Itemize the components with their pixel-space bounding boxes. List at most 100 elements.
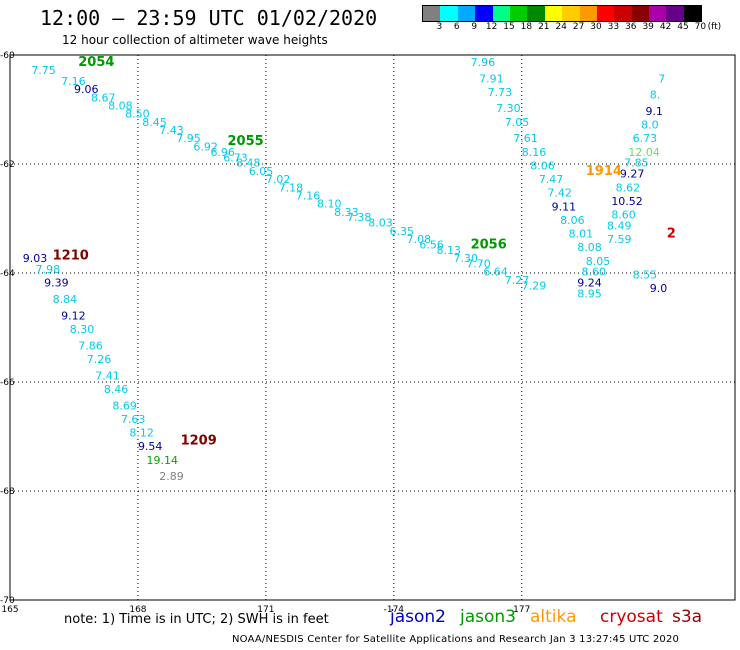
- lat-tick-label: -66: [0, 378, 15, 388]
- lon-tick-label: -174: [384, 605, 405, 615]
- note-text: note: 1) Time is in UTC; 2) SWH is in fe…: [64, 612, 329, 627]
- wave-height-value: 8.06: [560, 214, 585, 227]
- colorbar-label: 36: [625, 22, 637, 32]
- wave-height-value: 2.89: [159, 470, 184, 483]
- lat-tick-label: -62: [0, 160, 15, 170]
- colorbar-cell: [596, 6, 615, 21]
- wave-height-value: 7.75: [31, 64, 56, 77]
- wave-height-value: 7.41: [95, 369, 120, 382]
- colorbar-cell: [509, 6, 528, 21]
- wave-height-value: 7.85: [624, 157, 649, 170]
- wave-height-value: 7.91: [479, 72, 504, 85]
- wave-height-value: 8.08: [577, 241, 602, 254]
- wave-height-value: 7.18: [279, 181, 304, 194]
- colorbar-cell: [440, 6, 458, 21]
- legend-altika: altika: [530, 607, 577, 627]
- wave-height-value: 6.05: [249, 165, 274, 178]
- wave-height-value: 9.39: [44, 277, 69, 290]
- wave-height-value: 8.69: [112, 399, 136, 412]
- legend-cryosat: cryosat: [600, 607, 663, 627]
- wave-height-value: 8.13: [436, 244, 461, 257]
- wave-height-value: 8.48: [236, 157, 261, 170]
- wave-height-value: 9.12: [61, 309, 85, 322]
- colorbar-cell: [527, 6, 545, 21]
- wave-height-value: 7.02: [266, 173, 291, 186]
- wave-height-value: 8.62: [616, 181, 641, 194]
- colorbar-label: 12: [485, 22, 498, 32]
- wave-height-value: 7.47: [539, 173, 564, 186]
- wave-height-value: 7.63: [121, 413, 146, 426]
- colorbar-cell: [579, 6, 597, 21]
- wave-height-value: 8.60: [581, 266, 606, 279]
- page-title: 12:00 – 23:59 UTC 01/02/2020: [40, 6, 378, 30]
- wave-height-value: 9.54: [138, 440, 163, 453]
- wave-height-value: 7.59: [607, 233, 632, 246]
- colorbar-cell: [475, 6, 493, 21]
- colorbar-label: 3: [436, 22, 443, 32]
- wave-height-value: 7.26: [87, 353, 112, 366]
- colorbar-cell: [614, 6, 632, 21]
- colorbar-cell: [666, 6, 684, 21]
- wave-height-value: 7.05: [505, 116, 530, 129]
- wave-height-value: 8.0: [641, 119, 659, 132]
- legend-jason3: jason3: [460, 607, 516, 627]
- wave-height-value: 8.95: [577, 288, 602, 301]
- wave-height-value: 8.05: [586, 255, 611, 268]
- wave-height-value: 9.1: [645, 105, 663, 118]
- wave-height-value: 9.06: [74, 83, 99, 96]
- wave-height-value: 8.60: [611, 209, 636, 222]
- track-label: 1209: [181, 434, 217, 449]
- lon-tick-label: 165: [1, 605, 18, 615]
- wave-height-value: 8.08: [108, 100, 132, 113]
- lat-tick-label: -60: [0, 51, 15, 61]
- track-label: 2054: [78, 55, 114, 70]
- colorbar-label: 42: [659, 22, 672, 32]
- colorbar-label: 15: [503, 22, 515, 32]
- wave-height-value: 8.30: [70, 323, 95, 336]
- wave-height-value: 7.38: [347, 211, 372, 224]
- wave-height-value: 8.49: [607, 219, 632, 232]
- colorbar-cell: [492, 6, 510, 21]
- colorbar-label: 21: [538, 22, 550, 32]
- colorbar-label: 33: [607, 22, 620, 32]
- wave-height-value: 6.64: [483, 266, 508, 279]
- colorbar-label: 6: [453, 22, 460, 32]
- wave-height-value: 8.12: [129, 427, 154, 440]
- wave-height-value: 7.95: [176, 132, 201, 145]
- lat-tick-label: -64: [0, 269, 15, 279]
- wave-height-value: 7.98: [36, 263, 61, 276]
- wave-height-value: 7.29: [522, 279, 547, 292]
- wave-height-value: 7.61: [513, 132, 538, 145]
- wave-height-value: 8.67: [91, 91, 116, 104]
- wave-height-value: 7.86: [78, 339, 103, 352]
- lon-tick-label: 171: [257, 605, 274, 615]
- wave-height-value: 8.03: [368, 217, 393, 230]
- wave-height-value: 7.96: [471, 56, 496, 69]
- wave-height-value: 7.42: [547, 187, 572, 200]
- wave-height-value: 7.27: [505, 274, 530, 287]
- wave-height-value: 7.70: [466, 258, 491, 271]
- wave-height-value: 9.03: [23, 252, 48, 265]
- colorbar: [422, 5, 703, 22]
- colorbar-label: 27: [572, 22, 585, 32]
- colorbar-label: 9: [471, 22, 478, 32]
- wave-height-value: 7.30: [496, 102, 521, 115]
- wave-height-value: 10.52: [611, 195, 643, 208]
- wave-height-value: 7.43: [159, 124, 184, 137]
- wave-height-value: 7.73: [488, 86, 513, 99]
- wave-height-value: 12.04: [628, 146, 660, 159]
- wave-height-value: 8.84: [53, 293, 78, 306]
- lon-tick-label: 168: [129, 605, 146, 615]
- wave-height-value: 9.27: [620, 168, 645, 181]
- wave-height-value: 8.16: [522, 146, 547, 159]
- colorbar-cell: [457, 6, 476, 21]
- wave-height-value: 8.45: [142, 116, 167, 129]
- wave-height-value: 8.46: [104, 383, 129, 396]
- track-label: 2: [667, 227, 676, 242]
- wave-height-value: 7.08: [407, 233, 432, 246]
- colorbar-label: 70: [694, 22, 707, 32]
- wave-height-value: 6.56: [419, 238, 444, 251]
- colorbar-cell: [683, 6, 702, 21]
- page-subtitle: 12 hour collection of altimeter wave hei…: [62, 33, 328, 47]
